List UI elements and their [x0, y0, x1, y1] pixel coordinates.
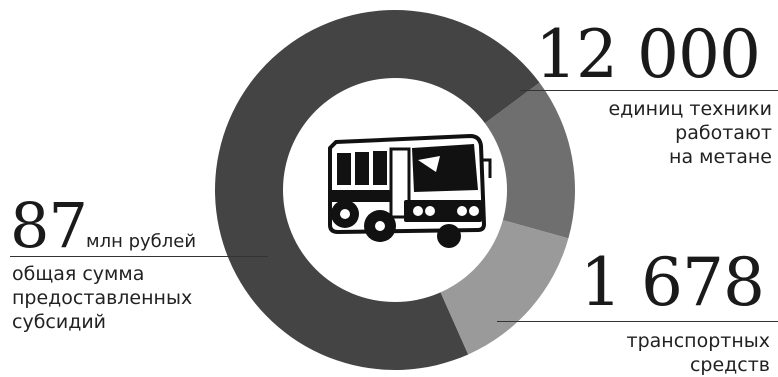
stat-left-caption-1: общая сумма: [12, 263, 145, 285]
stat-left-caption-3: субсидий: [12, 311, 107, 333]
stat-bottom-number: 1 678: [580, 244, 765, 321]
stat-left-number: 87: [10, 189, 88, 262]
stat-top-caption-3: на метане: [669, 146, 772, 168]
stat-bottom-rule: [497, 321, 778, 322]
stat-bottom-caption-1: транспортных: [626, 330, 770, 352]
stat-top-number: 12 000: [535, 16, 761, 93]
stat-top-rule: [520, 90, 778, 91]
stat-top-caption-1: единиц техники: [608, 98, 772, 120]
bus-icon: [328, 134, 492, 248]
stat-left-caption-2: предоставленных: [12, 287, 193, 309]
stat-left-unit: млн рублей: [86, 231, 197, 252]
stat-bottom-caption-2: средств: [689, 354, 770, 376]
stat-left-rule: [10, 256, 268, 257]
stat-top-caption-2: работают: [675, 122, 772, 144]
